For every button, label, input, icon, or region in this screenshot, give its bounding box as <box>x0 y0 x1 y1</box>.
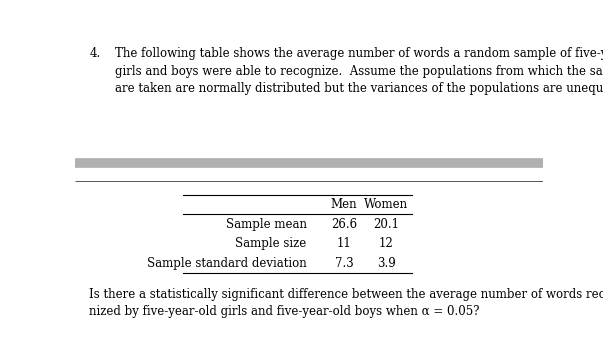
Text: Is there a statistically significant difference between the average number of wo: Is there a statistically significant dif… <box>89 288 603 318</box>
Text: 20.1: 20.1 <box>373 218 399 231</box>
Text: Men: Men <box>331 198 358 211</box>
Text: Women: Women <box>364 198 408 211</box>
Text: 26.6: 26.6 <box>331 218 357 231</box>
Text: 4.: 4. <box>89 47 101 60</box>
Text: 7.3: 7.3 <box>335 257 353 270</box>
Text: 11: 11 <box>336 237 352 250</box>
Text: Sample mean: Sample mean <box>226 218 307 231</box>
Text: Sample size: Sample size <box>235 237 307 250</box>
Text: 3.9: 3.9 <box>377 257 396 270</box>
Text: Sample standard deviation: Sample standard deviation <box>147 257 307 270</box>
Text: 12: 12 <box>379 237 394 250</box>
Text: The following table shows the average number of words a random sample of five-ye: The following table shows the average nu… <box>115 47 603 95</box>
